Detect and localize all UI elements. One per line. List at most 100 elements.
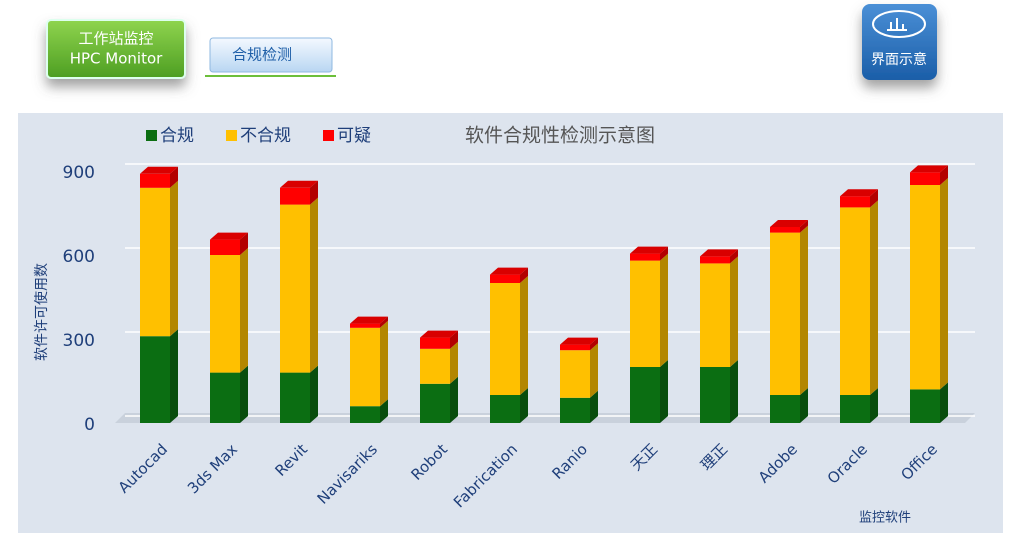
bar (560, 344, 590, 351)
bar (770, 227, 800, 233)
bar-side (310, 180, 318, 205)
bar (910, 172, 940, 185)
bar (560, 397, 590, 423)
bar-side (450, 376, 458, 423)
bar-side (380, 399, 388, 423)
bar-top (420, 330, 458, 338)
bar-top (280, 180, 318, 188)
bar-side (730, 249, 738, 264)
bar-side (520, 267, 528, 283)
legend-swatch (323, 130, 334, 141)
bar-side (870, 189, 878, 208)
chart-title: 软件合规性检测示意图 (465, 125, 655, 147)
bar (350, 406, 380, 423)
bar-side (240, 248, 248, 373)
bar-top (350, 316, 388, 324)
station-subtitle: HPC Monitor (70, 50, 163, 68)
bar-side (800, 388, 808, 423)
bar (560, 350, 590, 398)
tab-box[interactable] (209, 37, 333, 73)
y-tick-label: 300 (63, 331, 95, 351)
x-axis-label: 监控软件 (859, 511, 911, 526)
bar (630, 260, 660, 367)
tab-label: 合规检测 (232, 46, 292, 64)
bar (490, 395, 520, 423)
bar (770, 232, 800, 395)
header: 工作站监控 HPC Monitor 合规检测 界面示意 (46, 4, 937, 80)
y-tick-label: 0 (84, 415, 95, 435)
bar-top (910, 165, 948, 173)
bar-side (800, 225, 808, 395)
bar-side (380, 320, 388, 407)
bar (210, 239, 240, 255)
bar (840, 196, 870, 208)
bar (630, 367, 660, 423)
bar (840, 395, 870, 423)
bar (350, 327, 380, 407)
bar-side (940, 165, 948, 185)
bar-side (450, 330, 458, 349)
bar-side (730, 256, 738, 367)
bar (350, 323, 380, 328)
bar (280, 372, 310, 423)
legend-label: 不合规 (240, 126, 291, 146)
bar-side (800, 220, 808, 233)
bar-top (770, 220, 808, 227)
bar (700, 263, 730, 367)
bar-side (940, 178, 948, 390)
bar-top (630, 246, 668, 254)
bar-side (940, 382, 948, 423)
bar (910, 185, 940, 390)
bar-top (140, 166, 178, 174)
bar (490, 274, 520, 283)
bar-top (560, 337, 598, 345)
bar (490, 283, 520, 395)
y-tick-label: 900 (63, 163, 95, 183)
bar-top (700, 249, 738, 257)
bar (280, 187, 310, 205)
eye-icon (872, 10, 926, 38)
bar-side (240, 232, 248, 255)
bar-side (660, 246, 668, 261)
bar (770, 395, 800, 423)
view-button-label: 界面示意 (871, 51, 927, 68)
bar-side (590, 343, 598, 398)
bar-top (210, 232, 248, 240)
chart-icon (887, 18, 907, 31)
station-title: 工作站监控 (78, 30, 153, 48)
bar (700, 367, 730, 423)
bar-side (590, 337, 598, 351)
bar (210, 255, 240, 373)
bar (420, 337, 450, 349)
bar (420, 383, 450, 423)
bar-side (310, 365, 318, 423)
bar-side (590, 390, 598, 423)
bar (210, 372, 240, 423)
bar-side (170, 180, 178, 337)
bar (910, 389, 940, 423)
bar-top (490, 267, 528, 275)
station-box[interactable] (46, 19, 186, 79)
bar-side (520, 388, 528, 423)
bar (140, 187, 170, 337)
bar (420, 348, 450, 384)
bar (840, 207, 870, 395)
y-axis-label: 软件许可使用数 (33, 263, 50, 361)
legend-swatch (146, 130, 157, 141)
bar-side (170, 329, 178, 423)
bar-side (310, 197, 318, 373)
bar-side (730, 360, 738, 423)
bar-side (240, 365, 248, 423)
bar (700, 256, 730, 264)
legend-label: 可疑 (337, 126, 371, 146)
bar-side (660, 253, 668, 367)
bar (630, 253, 660, 261)
view-button[interactable] (862, 4, 937, 80)
y-tick-label: 600 (63, 247, 95, 267)
bar-side (660, 360, 668, 423)
bar-side (870, 200, 878, 395)
bar-side (450, 341, 458, 384)
bar-top (840, 189, 878, 197)
bar-side (870, 388, 878, 423)
